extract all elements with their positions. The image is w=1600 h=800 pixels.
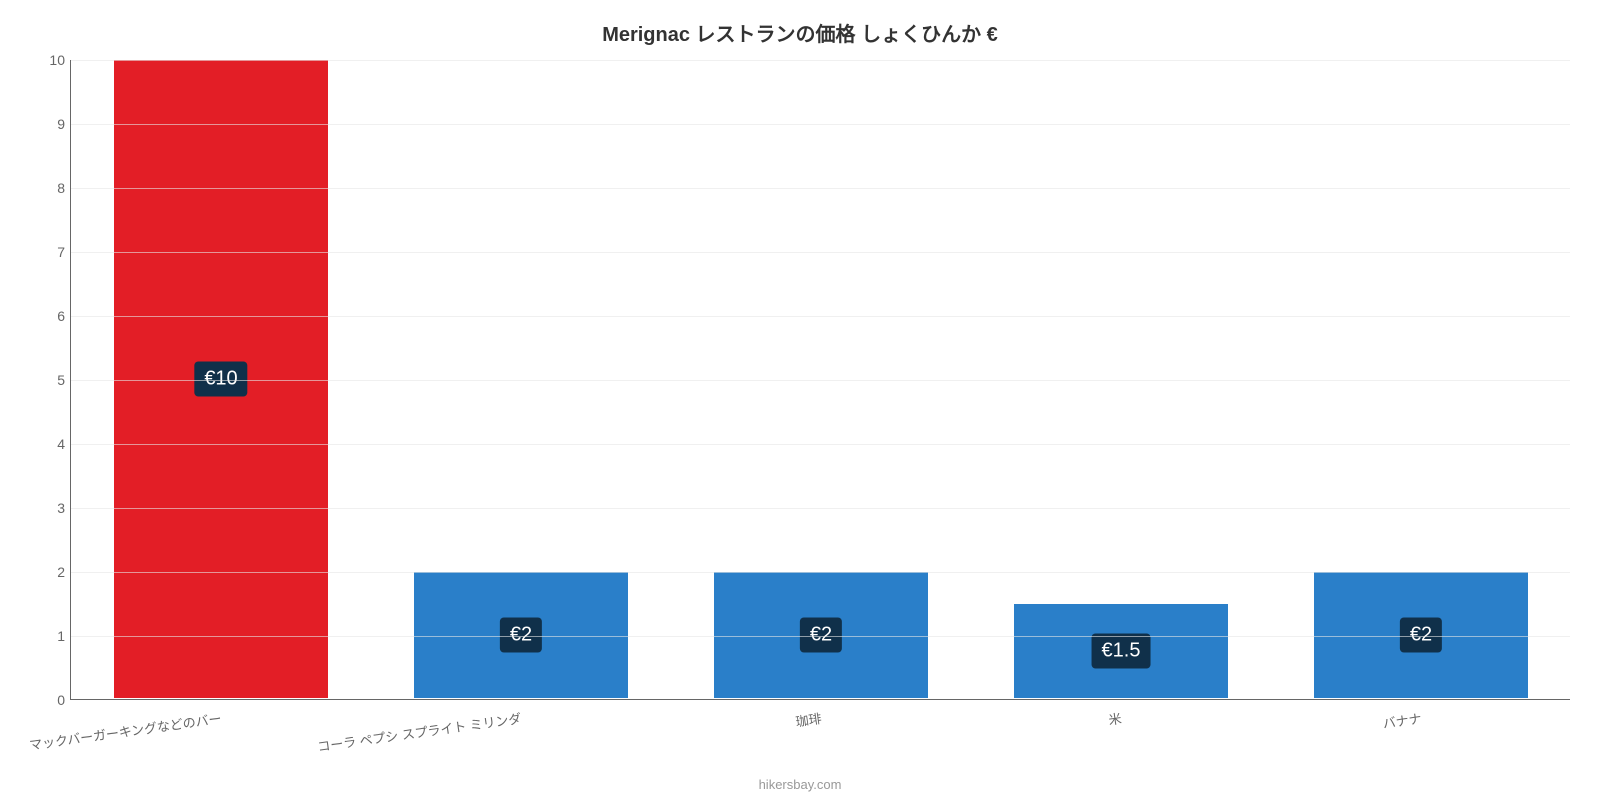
x-tick-label: コーラ ペプシ スプライト ミリンダ [316,708,522,755]
y-tick-label: 10 [31,52,65,68]
bar-value-label: €1.5 [1092,634,1151,669]
y-tick-label: 0 [31,692,65,708]
y-tick-label: 6 [31,308,65,324]
x-tick-label: 珈琲 [794,708,822,730]
grid-line [71,572,1570,573]
y-tick-label: 9 [31,116,65,132]
grid-line [71,380,1570,381]
price-bar-chart: Merignac レストランの価格 しょくひんか € €10 €2 €2 €1.5 €2… [0,0,1600,800]
y-tick-label: 8 [31,180,65,196]
grid-line [71,444,1570,445]
x-tick-label: 米 [1107,708,1123,729]
bar-value-label: €2 [1400,618,1442,653]
bar: €2 [1313,571,1529,699]
x-tick-label: マックバーガーキングなどのバー [28,708,223,754]
y-tick-label: 2 [31,564,65,580]
grid-line [71,316,1570,317]
bar: €2 [713,571,929,699]
y-tick-label: 3 [31,500,65,516]
bar: €1.5 [1013,603,1229,699]
grid-line [71,508,1570,509]
y-tick-label: 7 [31,244,65,260]
grid-line [71,188,1570,189]
grid-line [71,124,1570,125]
bar-value-label: €10 [194,362,247,397]
x-tick-label: バナナ [1381,708,1422,732]
plot-area: €10€2€2€1.5€2 012345678910 [70,60,1570,700]
bar-value-label: €2 [800,618,842,653]
grid-line [71,636,1570,637]
bar: €2 [413,571,629,699]
grid-line [71,252,1570,253]
chart-credit: hikersbay.com [0,777,1600,792]
bar-value-label: €2 [500,618,542,653]
grid-line [71,60,1570,61]
bar: €10 [113,59,329,699]
y-tick-label: 5 [31,372,65,388]
chart-title: Merignac レストランの価格 しょくひんか € [0,18,1600,47]
y-tick-label: 1 [31,628,65,644]
y-tick-label: 4 [31,436,65,452]
x-axis-labels: マックバーガーキングなどのバーコーラ ペプシ スプライト ミリンダ珈琲米バナナ [70,706,1570,766]
